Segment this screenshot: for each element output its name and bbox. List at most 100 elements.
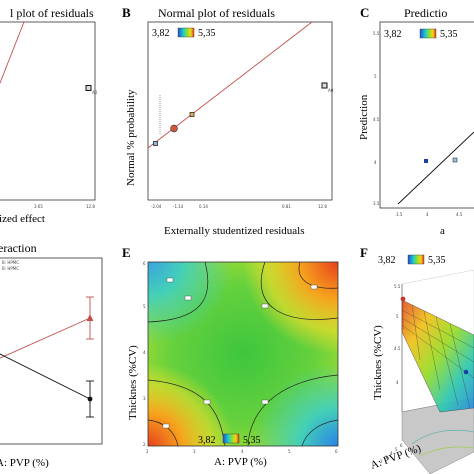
panel-f-point-2 [463,369,469,375]
panel-c-legend-colorbar [419,28,437,39]
panel-b-xtick-0: -2.04 [151,204,162,209]
panel-e-ytick-0: 2 [143,442,146,447]
panel-b-plot-frame [147,21,333,201]
panel-e-ytick-1: 3 [143,396,146,401]
panel-c-ytick-2: 4.5 [373,117,380,122]
panel-e-contour-1 [147,261,209,323]
panel-f-ztick-2: 4.5 [394,346,401,351]
panel-f-surface-mesh [401,304,474,409]
panel-b-point-2 [170,124,178,133]
panel-d-plot-frame [0,257,103,445]
panel-d-xlabel: A: PVP (%) [0,457,49,469]
panel-e-heatmap-corner-br [148,262,338,446]
panel-d-title: eraction [0,241,37,255]
panel-c-ytick-0: 5.5 [373,31,380,36]
panel-c-legend-min: 3,82 [384,29,402,40]
panel-b: B Normal plot of residuals 3,82 5,35 A0 … [122,5,334,237]
panel-e-letter: E [122,245,131,260]
panel-f-xtick-3: 3 [385,455,388,460]
panel-c-title: Predictio [404,6,447,20]
panel-d-legend-item-1: B: HPMC [2,260,19,265]
panel-e-xtick-2: 4 [241,449,244,454]
panel-b-point-label: A0 [328,88,334,93]
panel-b-xtick-3: 0.81 [282,204,291,209]
panel-f: F 3,82 5,35 5.5 5 4.5 4 6 [360,245,474,474]
panel-e-contour-label-1 [166,277,174,283]
panel-b-point-1 [153,141,158,146]
panel-d-series-red-point [86,314,94,321]
panel-e-xtick-0: 2 [146,449,149,454]
panel-a-outlier-point [85,85,92,91]
panel-c-legend-max: 5,35 [440,29,458,40]
panel-c-xtick-0: 3.5 [396,212,403,217]
panel-e-contour-label-2 [184,295,192,301]
panel-b-legend-min: 3,82 [152,28,170,39]
panel-b-xtick-2: 0.14 [199,204,208,209]
panel-f-legend-colorbar [407,254,425,265]
panel-f-legend-min: 3,82 [378,255,396,266]
panel-f-back-top [401,269,474,285]
panel-e-legend-colorbar [222,433,240,444]
panel-b-ylabel: Normal % probability [125,89,137,186]
panel-b-point-3 [189,112,195,117]
panel-f-xtick-0: 6 [400,443,403,448]
panel-e-contour-2 [260,261,339,320]
panel-f-xtick-1: 5 [395,447,398,452]
panel-f-ztick-0: 5.5 [394,284,401,289]
panel-d-series-black-line [0,353,91,400]
panel-c-xlabel: a [440,225,445,237]
panel-b-xtick-1: -1.14 [173,204,184,209]
panel-e-xlabel: A: PVP (%) [214,456,267,468]
panel-c-fit-line [397,131,474,205]
panel-f-surface [401,299,474,413]
panel-c: C Predictio 3,82 5,35 5.5 5 4.5 4 3.5 3.… [358,5,474,237]
panel-e-xtick-3: 5 [288,449,291,454]
panel-e: E 3,82 5,35 [122,245,339,468]
panel-f-xtick-2: 4 [390,451,393,456]
panel-f-xtick-4: 2 [380,459,383,464]
panel-e-heatmap [147,261,339,447]
panel-a-xtick-0: 3.65 [34,204,43,209]
panel-f-floor-contour-1 [411,429,474,445]
panel-c-letter: C [360,5,369,20]
panel-f-ylabel: Thicknes (%CV) [372,325,384,400]
panel-e-ylabel: Thicknes (%CV) [127,345,139,420]
panel-e-contour-label-6 [261,399,269,405]
panel-e-xtick-4: 6 [335,449,338,454]
panel-f-floor-contour-2 [419,446,474,457]
panel-e-legend-max: 5,35 [243,435,261,446]
panel-a-xtick-1: 12.8 [86,204,95,209]
panel-e-contour-label-7 [162,423,170,429]
panel-a-xlabel: tized effect [0,213,45,225]
panel-f-ztick-1: 5 [396,314,399,319]
panel-e-contour-label-4 [310,284,318,290]
panel-e-contour-7 [301,419,339,447]
panel-e-plot-frame [147,261,339,447]
panel-e-xtick-1: 3 [193,449,196,454]
panel-a-point-label: A0 [92,90,98,95]
panel-b-xtick-4: 12.8 [318,204,327,209]
panel-c-plot-frame [379,21,474,209]
panel-d-series-red-line [0,317,91,359]
panel-c-ytick-3: 4 [374,160,377,165]
panel-e-legend-min: 3,82 [198,435,216,446]
panel-f-ztick-3: 4 [396,380,399,385]
panel-d-legend-item-2: B: HPMC [2,266,19,271]
panel-f-legend-max: 5,35 [428,255,446,266]
panel-b-point-4 [321,82,328,89]
panel-e-contour-3 [298,261,339,289]
panel-e-ytick-2: 4 [143,350,146,355]
panel-d: eraction B: HPMC B: HPMC A: PVP (%) [0,241,103,469]
panel-c-ytick-1: 5 [374,74,377,79]
panel-a: l plot of residuals A0 3.65 12.8 tized e… [0,6,98,225]
panel-c-ytick-4: 3.5 [373,201,380,206]
panel-c-point-1 [424,159,428,163]
panel-e-contour-6 [147,419,179,447]
panel-a-plot-frame [0,21,96,201]
panel-b-letter: B [122,5,131,20]
panel-e-contour-5 [247,374,339,447]
panel-c-xtick-1: 4 [426,212,429,217]
panel-f-letter: F [360,245,368,260]
panel-c-point-2 [452,157,458,163]
